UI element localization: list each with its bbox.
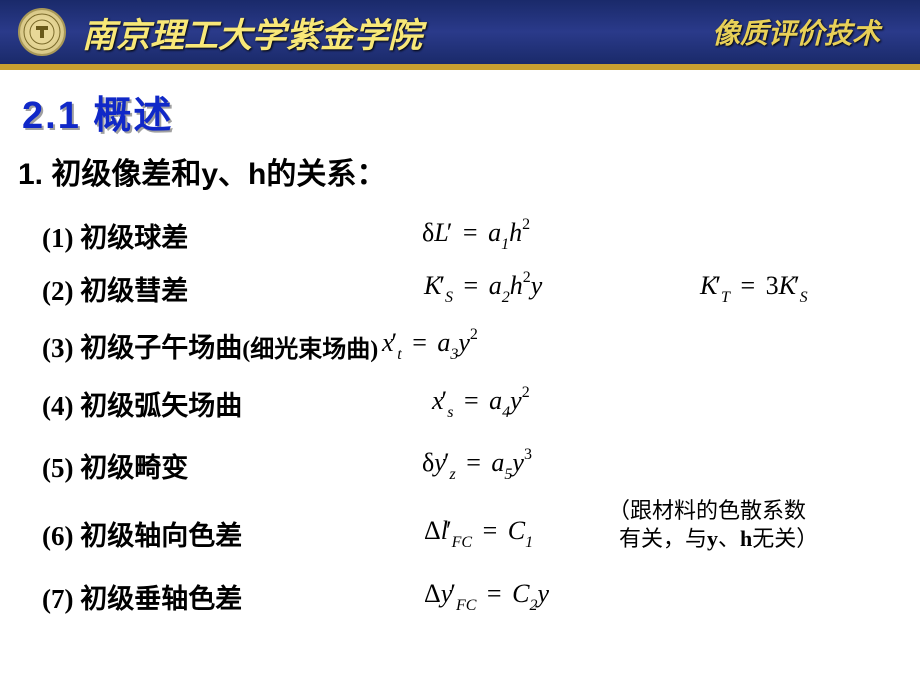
slide-content: 2.1 概述 1. 初级像差和y、h的关系： (1) 初级球差 δL′ = a1… (0, 70, 920, 623)
item-label-7: (7) 初级垂轴色差 (42, 577, 242, 616)
university-name: 南京理工大学紫金学院 (82, 8, 422, 57)
logo-icon (22, 12, 62, 52)
formula-3: x′t = a3y2 (382, 328, 478, 362)
item-row-3: (3) 初级子午场曲(细光束场曲) x′t = a3y2 (0, 317, 920, 373)
item-label-5: (5) 初级畸变 (42, 446, 188, 485)
formula-1: δL′ = a1h2 (422, 218, 530, 252)
formula-5: δy′z = a5y3 (422, 448, 532, 482)
slide-header: 南京理工大学紫金学院 像质评价技术 (0, 0, 920, 64)
item-row-7: (7) 初级垂轴色差 Δy′FC = C2y (0, 569, 920, 623)
item-label-4: (4) 初级弧矢场曲 (42, 384, 242, 423)
item-row-4: (4) 初级弧矢场曲 x′s = a4y2 (0, 373, 920, 433)
section-title: 2.1 概述 (22, 84, 920, 139)
formula-6-note: （跟材料的色散系数 有关，与y、h无关） (608, 497, 908, 553)
formula-2b: K′T = 3K′S (700, 271, 808, 305)
course-name: 像质评价技术 (712, 12, 880, 52)
formula-6: Δl′FC = C1 (424, 516, 533, 550)
formula-4: x′s = a4y2 (432, 386, 530, 420)
item-row-5: (5) 初级畸变 δy′z = a5y3 (0, 433, 920, 497)
sub-title: 1. 初级像差和y、h的关系： (18, 149, 920, 193)
item-row-2: (2) 初级彗差 K′S = a2h2y K′T = 3K′S (0, 259, 920, 317)
item-label-3: (3) 初级子午场曲(细光束场曲) (42, 326, 378, 365)
item-row-1: (1) 初级球差 δL′ = a1h2 (0, 211, 920, 259)
formula-2a: K′S = a2h2y (424, 271, 542, 305)
university-logo (18, 8, 66, 56)
item-label-6: (6) 初级轴向色差 (42, 514, 242, 553)
item-row-6: (6) 初级轴向色差 Δl′FC = C1 （跟材料的色散系数 有关，与y、h无… (0, 497, 920, 569)
item-label-1: (1) 初级球差 (42, 216, 188, 255)
formula-7: Δy′FC = C2y (424, 579, 549, 613)
item-label-2: (2) 初级彗差 (42, 269, 188, 308)
